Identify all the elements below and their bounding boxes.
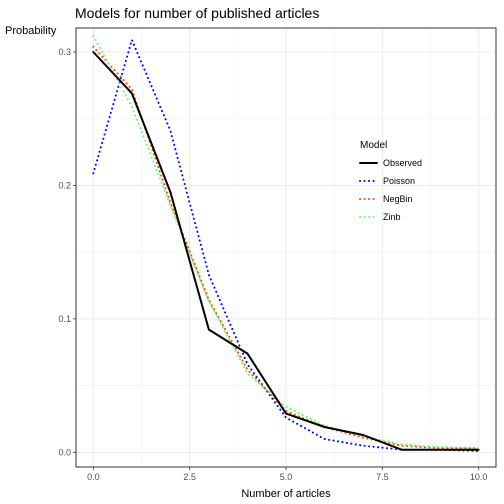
x-tick-label: 10.0 <box>470 472 488 482</box>
y-tick-label: 0.3 <box>58 47 71 57</box>
x-axis-label: Number of articles <box>241 488 331 500</box>
x-tick-label: 0.0 <box>87 472 100 482</box>
legend-label-poisson: Poisson <box>383 176 415 186</box>
y-axis-label: Probability <box>5 25 57 37</box>
y-tick-label: 0.0 <box>58 447 71 457</box>
legend: Model Observed Poisson NegBin Zinb <box>359 140 422 222</box>
chart-title: Models for number of published articles <box>75 5 319 21</box>
panel-border <box>75 27 497 468</box>
x-tick-label: 7.5 <box>376 472 389 482</box>
series-line-zinb <box>92 35 480 450</box>
legend-label-observed: Observed <box>383 158 422 168</box>
plot-panel: 0.0 0.1 0.2 0.3 0.0 2.5 5.0 7.5 10.0 <box>58 27 497 482</box>
x-tick-label: 2.5 <box>183 472 196 482</box>
legend-title: Model <box>360 140 387 151</box>
legend-label-zinb: Zinb <box>383 212 401 222</box>
legend-label-negbin: NegBin <box>383 194 413 204</box>
x-tick-label: 5.0 <box>280 472 293 482</box>
y-tick-label: 0.2 <box>58 180 71 190</box>
series-line-negbin <box>92 45 480 450</box>
series-line-observed <box>92 51 480 451</box>
y-tick-label: 0.1 <box>58 314 71 324</box>
